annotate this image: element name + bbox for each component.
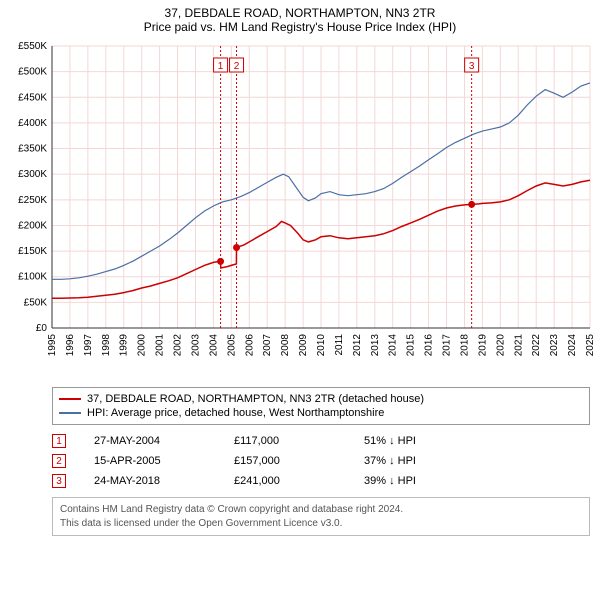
svg-text:2020: 2020 xyxy=(495,334,506,357)
legend-item: HPI: Average price, detached house, West… xyxy=(59,406,583,420)
legend-swatch xyxy=(59,398,81,400)
sale-price: £117,000 xyxy=(234,435,364,447)
legend-label: 37, DEBDALE ROAD, NORTHAMPTON, NN3 2TR (… xyxy=(87,393,424,405)
legend-box: 37, DEBDALE ROAD, NORTHAMPTON, NN3 2TR (… xyxy=(52,387,590,425)
svg-text:£0: £0 xyxy=(36,323,48,334)
svg-text:2009: 2009 xyxy=(298,334,309,357)
svg-text:£550K: £550K xyxy=(18,41,47,52)
svg-text:2018: 2018 xyxy=(459,334,470,357)
svg-text:1995: 1995 xyxy=(47,334,58,357)
svg-text:1: 1 xyxy=(218,61,224,72)
sale-marker-box: 3 xyxy=(52,474,66,488)
svg-text:£200K: £200K xyxy=(18,220,47,231)
svg-text:2004: 2004 xyxy=(208,334,219,357)
svg-text:2010: 2010 xyxy=(316,334,327,357)
sales-row: 1 27-MAY-2004 £117,000 51% ↓ HPI xyxy=(52,431,590,451)
sale-date: 24-MAY-2018 xyxy=(94,475,234,487)
sale-price: £157,000 xyxy=(234,455,364,467)
svg-text:2023: 2023 xyxy=(549,334,560,357)
svg-text:£50K: £50K xyxy=(24,297,48,308)
sales-row: 3 24-MAY-2018 £241,000 39% ↓ HPI xyxy=(52,471,590,491)
sale-delta: 37% ↓ HPI xyxy=(364,455,484,467)
svg-text:1997: 1997 xyxy=(83,334,94,357)
svg-text:2008: 2008 xyxy=(280,334,291,357)
attribution-line: Contains HM Land Registry data © Crown c… xyxy=(60,503,582,517)
svg-text:2012: 2012 xyxy=(352,334,363,357)
svg-text:2007: 2007 xyxy=(262,334,273,357)
attribution-box: Contains HM Land Registry data © Crown c… xyxy=(52,497,590,536)
legend-item: 37, DEBDALE ROAD, NORTHAMPTON, NN3 2TR (… xyxy=(59,392,583,406)
svg-text:2011: 2011 xyxy=(334,334,345,356)
svg-text:2005: 2005 xyxy=(226,334,237,357)
sale-marker-box: 2 xyxy=(52,454,66,468)
svg-text:£400K: £400K xyxy=(18,118,47,129)
svg-text:2025: 2025 xyxy=(585,334,596,357)
svg-text:£250K: £250K xyxy=(18,195,47,206)
svg-text:2014: 2014 xyxy=(388,334,399,357)
svg-text:£300K: £300K xyxy=(18,169,47,180)
svg-text:£100K: £100K xyxy=(18,272,47,283)
svg-text:2013: 2013 xyxy=(370,334,381,357)
svg-text:1996: 1996 xyxy=(65,334,76,357)
chart-container: 37, DEBDALE ROAD, NORTHAMPTON, NN3 2TR P… xyxy=(0,0,600,536)
svg-text:2006: 2006 xyxy=(244,334,255,357)
svg-text:£150K: £150K xyxy=(18,246,47,257)
sale-delta: 39% ↓ HPI xyxy=(364,475,484,487)
svg-text:2021: 2021 xyxy=(513,334,524,357)
legend-swatch xyxy=(59,412,81,414)
svg-text:2016: 2016 xyxy=(424,334,435,357)
svg-text:2015: 2015 xyxy=(406,334,417,357)
legend-label: HPI: Average price, detached house, West… xyxy=(87,407,384,419)
svg-text:2022: 2022 xyxy=(531,334,542,357)
svg-text:2019: 2019 xyxy=(477,334,488,357)
svg-text:2024: 2024 xyxy=(567,334,578,357)
svg-text:1999: 1999 xyxy=(119,334,130,357)
svg-text:£350K: £350K xyxy=(18,144,47,155)
svg-text:2017: 2017 xyxy=(442,334,453,357)
sale-date: 27-MAY-2004 xyxy=(94,435,234,447)
svg-text:£500K: £500K xyxy=(18,67,47,78)
sales-row: 2 15-APR-2005 £157,000 37% ↓ HPI xyxy=(52,451,590,471)
title-address: 37, DEBDALE ROAD, NORTHAMPTON, NN3 2TR xyxy=(0,6,600,20)
title-subtitle: Price paid vs. HM Land Registry's House … xyxy=(0,20,600,34)
chart-svg: £0 £50K £100K £150K £200K £250K £300K £350K £400… xyxy=(0,38,600,378)
title-block: 37, DEBDALE ROAD, NORTHAMPTON, NN3 2TR P… xyxy=(0,0,600,38)
chart-area: £0 £50K £100K £150K £200K £250K £300K £350K £400… xyxy=(0,38,600,383)
svg-text:£450K: £450K xyxy=(18,92,47,103)
svg-text:2002: 2002 xyxy=(173,334,184,357)
svg-text:2003: 2003 xyxy=(190,334,201,357)
svg-text:2: 2 xyxy=(234,61,240,72)
svg-text:2001: 2001 xyxy=(155,334,166,357)
sales-table: 1 27-MAY-2004 £117,000 51% ↓ HPI 2 15-AP… xyxy=(52,431,590,491)
sale-delta: 51% ↓ HPI xyxy=(364,435,484,447)
sale-date: 15-APR-2005 xyxy=(94,455,234,467)
sale-marker-box: 1 xyxy=(52,434,66,448)
attribution-line: This data is licensed under the Open Gov… xyxy=(60,517,582,531)
svg-text:2000: 2000 xyxy=(137,334,148,357)
svg-text:1998: 1998 xyxy=(101,334,112,357)
sale-price: £241,000 xyxy=(234,475,364,487)
svg-text:3: 3 xyxy=(469,61,475,72)
